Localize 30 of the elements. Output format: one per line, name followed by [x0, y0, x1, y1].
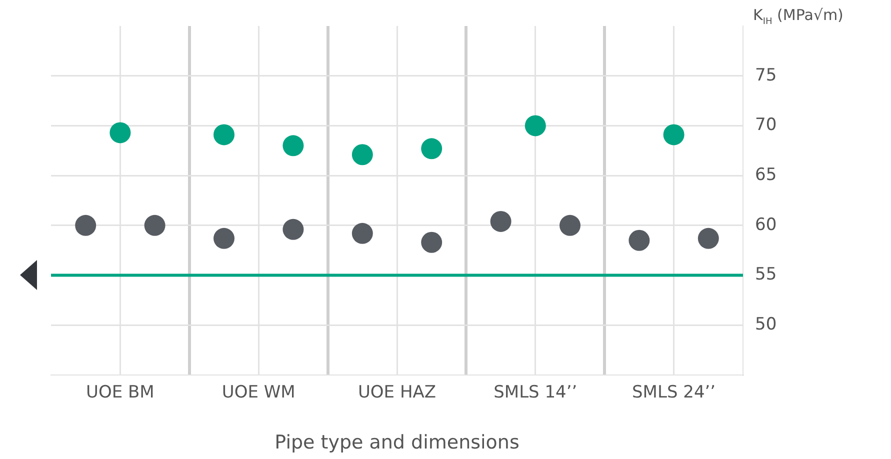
x-tick-label: SMLS 24’’	[632, 382, 716, 403]
x-tick-label: UOE HAZ	[358, 382, 436, 403]
y-tick-label: 60	[755, 214, 777, 235]
x-tick-label: UOE WM	[222, 382, 296, 403]
y-tick-label: 50	[755, 314, 777, 335]
y-tick-label: 65	[755, 164, 777, 185]
point	[214, 124, 234, 146]
y-axis-title: K$_{IH}$ (MPa√m)	[753, 6, 844, 27]
point	[144, 214, 166, 236]
x-axis-title: Pipe type and dimensions	[274, 432, 520, 454]
point	[698, 228, 719, 249]
point	[421, 138, 442, 160]
point	[524, 115, 546, 136]
point	[75, 214, 96, 236]
point	[282, 135, 304, 156]
point	[282, 218, 304, 240]
point	[421, 232, 442, 253]
point	[490, 210, 512, 232]
point	[110, 122, 131, 144]
point	[352, 222, 373, 244]
x-tick-label: UOE BM	[86, 382, 154, 403]
point	[352, 144, 373, 166]
y-tick-label: 55	[755, 264, 777, 285]
y-tick-label: 75	[755, 65, 777, 86]
point	[628, 230, 650, 251]
y-tick-label: 70	[755, 115, 777, 136]
point	[560, 214, 580, 236]
point	[663, 124, 684, 146]
point	[214, 228, 234, 249]
x-tick-label: SMLS 14’’	[494, 382, 578, 403]
